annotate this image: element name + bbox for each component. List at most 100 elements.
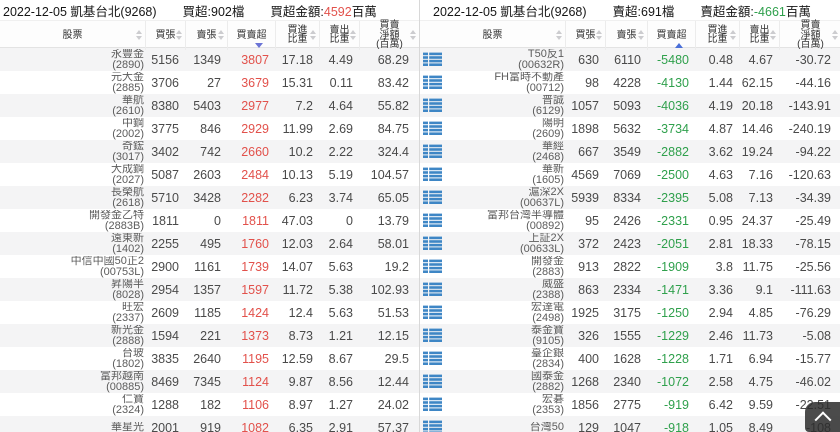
- stock-name-cell[interactable]: 中信中國50正2 (00753L): [0, 256, 146, 278]
- table-row[interactable]: 富邦台灣半導體 (00892) 95 2426 -2331 0.95 24.37…: [420, 209, 840, 232]
- stock-name-cell[interactable]: 中鋼 (2002): [0, 118, 146, 140]
- table-row[interactable]: 元大金 (2885) 3706 27 3679 15.31 0.11 83.42: [0, 71, 419, 94]
- col-sell-pct[interactable]: 賣出 比重: [740, 21, 780, 50]
- stock-name-cell[interactable]: 台灣50: [444, 422, 566, 432]
- stock-name-cell[interactable]: 陽明 (2609): [444, 118, 566, 140]
- stock-name-cell[interactable]: 台玻 (1802): [0, 348, 146, 370]
- row-list-icon[interactable]: [420, 98, 444, 113]
- stock-name-cell[interactable]: 滬深2X (00637L): [444, 187, 566, 209]
- stock-name-cell[interactable]: 富邦越南 (00885): [0, 371, 146, 393]
- table-row[interactable]: 昇陽半 (8028) 2954 1357 1597 11.72 5.38 102…: [0, 278, 419, 301]
- stock-name-cell[interactable]: 國泰金 (2882): [444, 371, 566, 393]
- stock-name-cell[interactable]: 遠東新 (1402): [0, 233, 146, 255]
- table-row[interactable]: T50反1 (00632R) 630 6110 -5480 0.48 4.67 …: [420, 48, 840, 71]
- col-net-amount[interactable]: 買賣 淨額 (百萬): [360, 21, 419, 50]
- row-list-icon[interactable]: [420, 121, 444, 136]
- row-list-icon[interactable]: [420, 167, 444, 182]
- stock-name-cell[interactable]: 威盛 (2388): [444, 279, 566, 301]
- stock-name-cell[interactable]: 大成鋼 (2027): [0, 164, 146, 186]
- table-row[interactable]: 中信中國50正2 (00753L) 2900 1161 1739 14.07 5…: [0, 255, 419, 278]
- table-row[interactable]: 國泰金 (2882) 1268 2340 -1072 2.58 4.75 -46…: [420, 370, 840, 393]
- table-row[interactable]: 上証2X (00633L) 372 2423 -2051 2.81 18.33 …: [420, 232, 840, 255]
- row-list-icon[interactable]: [420, 282, 444, 297]
- stock-name-cell[interactable]: T50反1 (00632R): [444, 49, 566, 71]
- col-buy-lots[interactable]: 買張: [146, 21, 186, 50]
- table-row[interactable]: 宏達電 (2498) 1925 3175 -1250 2.94 4.85 -76…: [420, 301, 840, 324]
- col-net-lots[interactable]: 買賣超: [648, 21, 696, 50]
- stock-name-cell[interactable]: 旺宏 (2337): [0, 302, 146, 324]
- table-row[interactable]: 泰金寶 (9105) 326 1555 -1229 2.46 11.73 -5.…: [420, 324, 840, 347]
- row-list-icon[interactable]: [420, 213, 444, 228]
- row-list-icon[interactable]: [420, 259, 444, 274]
- table-row[interactable]: 永豐金 (2890) 5156 1349 3807 17.18 4.49 68.…: [0, 48, 419, 71]
- table-row[interactable]: 富邦越南 (00885) 8469 7345 1124 9.87 8.56 12…: [0, 370, 419, 393]
- col-net-amount[interactable]: 買賣 淨額 (百萬): [780, 21, 840, 50]
- col-sell-lots[interactable]: 賣張: [606, 21, 648, 50]
- table-row[interactable]: 臺企銀 (2834) 400 1628 -1228 1.71 6.94 -15.…: [420, 347, 840, 370]
- stock-name-cell[interactable]: 華新 (1605): [444, 164, 566, 186]
- table-row[interactable]: 新光金 (2888) 1594 221 1373 8.73 1.21 12.15: [0, 324, 419, 347]
- row-list-icon[interactable]: [420, 351, 444, 366]
- row-list-icon[interactable]: [420, 144, 444, 159]
- table-row[interactable]: 旺宏 (2337) 2609 1185 1424 12.4 5.63 51.53: [0, 301, 419, 324]
- table-row[interactable]: 奇鋐 (3017) 3402 742 2660 10.2 2.22 324.4: [0, 140, 419, 163]
- table-row[interactable]: 遠東新 (1402) 2255 495 1760 12.03 2.64 58.0…: [0, 232, 419, 255]
- row-list-icon[interactable]: [420, 52, 444, 67]
- stock-name-cell[interactable]: 長榮航 (2618): [0, 187, 146, 209]
- stock-name-cell[interactable]: 永豐金 (2890): [0, 49, 146, 71]
- col-buy-pct[interactable]: 買進 比重: [276, 21, 320, 50]
- stock-name-cell[interactable]: 新光金 (2888): [0, 325, 146, 347]
- table-row[interactable]: 仁寶 (2324) 1288 182 1106 8.97 1.27 24.02: [0, 393, 419, 416]
- stock-name-cell[interactable]: 仁寶 (2324): [0, 394, 146, 416]
- stock-name-cell[interactable]: 泰金寶 (9105): [444, 325, 566, 347]
- stock-name-cell[interactable]: 華經 (2468): [444, 141, 566, 163]
- table-row[interactable]: 華經 (2468) 667 3549 -2882 3.62 19.24 -94.…: [420, 140, 840, 163]
- col-buy-pct[interactable]: 買進 比重: [696, 21, 740, 50]
- row-list-icon[interactable]: [420, 75, 444, 90]
- stock-name-cell[interactable]: 華星光: [0, 422, 146, 432]
- col-sell-lots[interactable]: 賣張: [186, 21, 228, 50]
- stock-name-cell[interactable]: 開發金乙特 (2883B): [0, 210, 146, 232]
- table-row[interactable]: 陽明 (2609) 1898 5632 -3734 4.87 14.46 -24…: [420, 117, 840, 140]
- back-to-top-button[interactable]: [805, 402, 840, 432]
- stock-name-cell[interactable]: 奇鋐 (3017): [0, 141, 146, 163]
- stock-name-cell[interactable]: 富邦台灣半導體 (00892): [444, 210, 566, 232]
- table-row[interactable]: 華新 (1605) 4569 7069 -2500 4.63 7.16 -120…: [420, 163, 840, 186]
- stock-name-cell[interactable]: 宏達電 (2498): [444, 302, 566, 324]
- stock-name-cell[interactable]: 元大金 (2885): [0, 72, 146, 94]
- stock-name-cell[interactable]: 宏碁 (2353): [444, 394, 566, 416]
- row-list-icon[interactable]: [420, 305, 444, 320]
- table-row[interactable]: 滬深2X (00637L) 5939 8334 -2395 5.08 7.13 …: [420, 186, 840, 209]
- stock-name-cell[interactable]: 普誠 (6129): [444, 95, 566, 117]
- col-stock[interactable]: 股票: [0, 21, 146, 50]
- stock-name-cell[interactable]: 臺企銀 (2834): [444, 348, 566, 370]
- stock-name-cell[interactable]: 上証2X (00633L): [444, 233, 566, 255]
- row-list-icon[interactable]: [420, 236, 444, 251]
- row-list-icon[interactable]: [420, 190, 444, 205]
- col-stock[interactable]: 股票: [420, 21, 566, 50]
- table-row[interactable]: 宏碁 (2353) 1856 2775 -919 6.42 9.59 -22.5…: [420, 393, 840, 416]
- stock-name-cell[interactable]: FH富時不動產 (00712): [444, 72, 566, 94]
- row-list-icon[interactable]: [420, 328, 444, 343]
- stock-name-cell[interactable]: 昇陽半 (8028): [0, 279, 146, 301]
- stock-name-cell[interactable]: 開發金 (2883): [444, 256, 566, 278]
- table-row[interactable]: 開發金 (2883) 913 2822 -1909 3.8 11.75 -25.…: [420, 255, 840, 278]
- table-row[interactable]: FH富時不動產 (00712) 98 4228 -4130 1.44 62.15…: [420, 71, 840, 94]
- table-row[interactable]: 台灣50 129 1047 -918 1.05 8.49 -108: [420, 416, 840, 432]
- table-row[interactable]: 中鋼 (2002) 3775 846 2929 11.99 2.69 84.75: [0, 117, 419, 140]
- table-row[interactable]: 華航 (2610) 8380 5403 2977 7.2 4.64 55.82: [0, 94, 419, 117]
- table-row[interactable]: 開發金乙特 (2883B) 1811 0 1811 47.03 0 13.79: [0, 209, 419, 232]
- col-net-lots[interactable]: 買賣超: [228, 21, 276, 50]
- row-list-icon[interactable]: [420, 420, 444, 432]
- table-row[interactable]: 台玻 (1802) 3835 2640 1195 12.59 8.67 29.5: [0, 347, 419, 370]
- row-list-icon[interactable]: [420, 397, 444, 412]
- row-list-icon[interactable]: [420, 374, 444, 389]
- col-buy-lots[interactable]: 買張: [566, 21, 606, 50]
- table-row[interactable]: 大成鋼 (2027) 5087 2603 2484 10.13 5.19 104…: [0, 163, 419, 186]
- stock-name-cell[interactable]: 華航 (2610): [0, 95, 146, 117]
- table-row[interactable]: 普誠 (6129) 1057 5093 -4036 4.19 20.18 -14…: [420, 94, 840, 117]
- col-sell-pct[interactable]: 賣出 比重: [320, 21, 360, 50]
- table-row[interactable]: 長榮航 (2618) 5710 3428 2282 6.23 3.74 65.0…: [0, 186, 419, 209]
- table-row[interactable]: 威盛 (2388) 863 2334 -1471 3.36 9.1 -111.6…: [420, 278, 840, 301]
- table-row[interactable]: 華星光 2001 919 1082 6.35 2.91 57.37: [0, 416, 419, 432]
